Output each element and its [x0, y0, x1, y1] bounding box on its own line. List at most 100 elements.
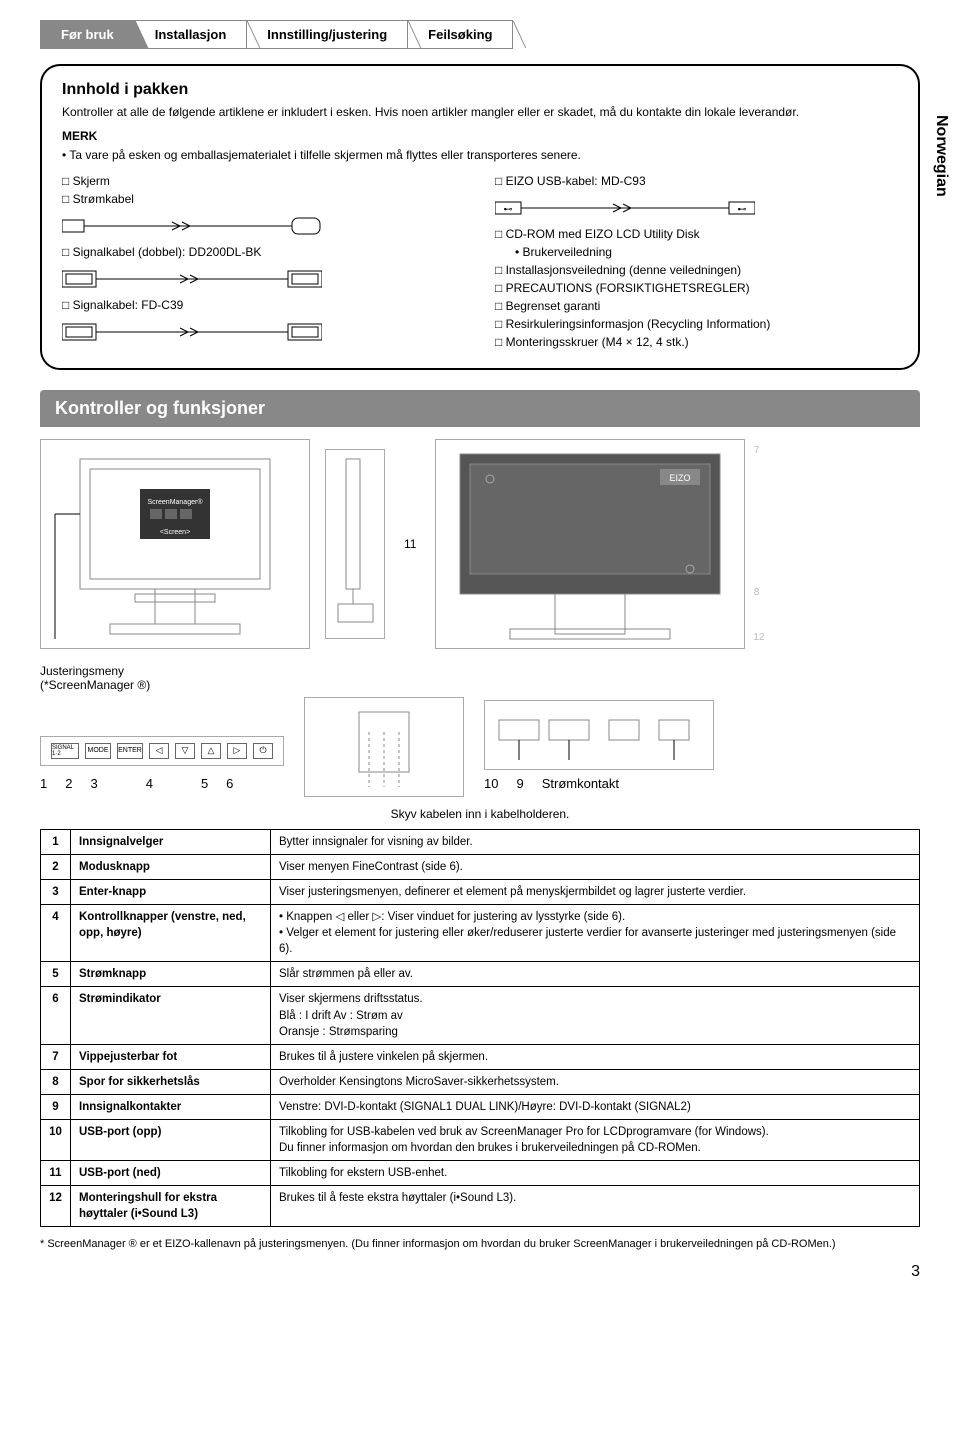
monitor-back-diagram: EIZO 7 8 12 — [435, 439, 745, 649]
item-cdrom: □ CD-ROM med EIZO LCD Utility Disk — [495, 227, 898, 241]
left-button[interactable]: ◁ — [149, 743, 169, 759]
row-num: 5 — [41, 962, 71, 987]
row-label: USB-port (opp) — [71, 1120, 271, 1161]
table-row: 8Spor for sikkerhetslåsOverholder Kensin… — [41, 1069, 920, 1094]
mode-button[interactable]: MODE — [85, 743, 111, 759]
row-num: 10 — [41, 1120, 71, 1161]
num-2: 2 — [65, 776, 72, 791]
adjustment-menu-label: Justeringsmeny (*ScreenManager ®) — [40, 664, 920, 692]
right-column: □ EIZO USB-kabel: MD-C93 ⊷⊷ □ CD-ROM med… — [495, 174, 898, 353]
callout-12: 12 — [753, 632, 764, 643]
tab-before-use[interactable]: Før bruk — [40, 20, 135, 49]
num-3: 3 — [90, 776, 97, 791]
callout-8: 8 — [754, 587, 760, 598]
down-button[interactable]: ▽ — [175, 743, 195, 759]
dvi-cable-icon — [62, 267, 322, 291]
row-desc: Viser menyen FineContrast (side 6). — [271, 854, 920, 879]
table-row: 5StrømknappSlår strømmen på eller av. — [41, 962, 920, 987]
row-desc: Bytter innsignaler for visning av bilder… — [271, 829, 920, 854]
num-6: 6 — [226, 776, 233, 791]
controls-table: 1InnsignalvelgerBytter innsignaler for v… — [40, 829, 920, 1228]
cable-holder-diagram — [304, 697, 464, 797]
button-numbers: 1 2 3 4 5 6 — [40, 776, 284, 791]
monitor-side-diagram — [325, 449, 385, 639]
tab-troubleshooting[interactable]: Feilsøking — [407, 20, 513, 49]
item-power-cable: □ Strømkabel — [62, 192, 465, 206]
svg-text:ScreenManager®: ScreenManager® — [148, 498, 204, 506]
footnote: * ScreenManager ® er et EIZO-kallenavn p… — [40, 1237, 920, 1252]
row-desc: Viser justeringsmenyen, definerer et ele… — [271, 879, 920, 904]
svg-text:EIZO: EIZO — [670, 473, 691, 483]
row-num: 7 — [41, 1044, 71, 1069]
row-num: 4 — [41, 905, 71, 962]
row-label: Innsignalkontakter — [71, 1094, 271, 1119]
up-button[interactable]: △ — [201, 743, 221, 759]
item-screws: □ Monteringsskruer (M4 × 12, 4 stk.) — [495, 335, 898, 349]
dvi-cable2-icon — [62, 320, 322, 344]
usb-cable-icon: ⊷⊷ — [495, 196, 755, 220]
row-label: Modusknapp — [71, 854, 271, 879]
row-num: 8 — [41, 1069, 71, 1094]
page-number: 3 — [40, 1263, 920, 1281]
row-num: 1 — [41, 829, 71, 854]
power-connector-label: Strømkontakt — [542, 776, 619, 791]
svg-text:<Screen>: <Screen> — [160, 529, 190, 536]
tab-installation[interactable]: Installasjon — [134, 20, 248, 49]
right-button[interactable]: ▷ — [227, 743, 247, 759]
power-button[interactable]: ⏻ — [253, 743, 273, 759]
row-label: USB-port (ned) — [71, 1161, 271, 1186]
row-desc: Tilkobling for USB-kabelen ved bruk av S… — [271, 1120, 920, 1161]
row-num: 12 — [41, 1186, 71, 1227]
monitor-front-diagram: ScreenManager® <Screen> — [40, 439, 310, 649]
row-num: 3 — [41, 879, 71, 904]
item-precautions: □ PRECAUTIONS (FORSIKTIGHETSREGLER) — [495, 281, 898, 295]
diagram-row: ScreenManager® <Screen> 11 EIZO 7 8 12 — [40, 439, 920, 649]
row-num: 2 — [41, 854, 71, 879]
merk-text: • Ta vare på esken og emballasjematerial… — [62, 148, 898, 164]
row-desc: Slår strømmen på eller av. — [271, 962, 920, 987]
row-label: Monteringshull for ekstra høyttaler (i•S… — [71, 1186, 271, 1227]
tab-adjustment[interactable]: Innstilling/justering — [246, 20, 408, 49]
row-label: Innsignalvelger — [71, 829, 271, 854]
row-label: Kontrollknapper (venstre, ned, opp, høyr… — [71, 905, 271, 962]
row-desc: Tilkobling for ekstern USB-enhet. — [271, 1161, 920, 1186]
item-signal-cable-1: □ Signalkabel (dobbel): DD200DL-BK — [62, 245, 465, 259]
item-signal-cable-2: □ Signalkabel: FD-C39 — [62, 298, 465, 312]
row-label: Spor for sikkerhetslås — [71, 1069, 271, 1094]
num-10: 10 — [484, 776, 498, 791]
table-row: 3Enter-knappViser justeringsmenyen, defi… — [41, 879, 920, 904]
connector-numbers: 10 9 Strømkontakt — [484, 776, 714, 791]
package-contents-box: Innhold i pakken Kontroller at alle de f… — [40, 64, 920, 370]
row-desc: Overholder Kensingtons MicroSaver-sikker… — [271, 1069, 920, 1094]
callout-7: 7 — [754, 445, 760, 456]
merk-label: MERK — [62, 129, 898, 145]
enter-button[interactable]: ENTER — [117, 743, 143, 759]
row-desc: Viser skjermens driftsstatus. Blå : I dr… — [271, 987, 920, 1044]
svg-text:⊷: ⊷ — [738, 204, 747, 214]
front-buttons: SIGNAL 1·2 MODE ENTER ◁ ▽ △ ▷ ⏻ — [40, 736, 284, 766]
item-user-guide: • Brukerveiledning — [495, 245, 898, 259]
table-row: 1InnsignalvelgerBytter innsignaler for v… — [41, 829, 920, 854]
table-row: 9InnsignalkontakterVenstre: DVI-D-kontak… — [41, 1094, 920, 1119]
row-label: Vippejusterbar fot — [71, 1044, 271, 1069]
box-intro: Kontroller at alle de følgende artiklene… — [62, 105, 898, 121]
row-desc: Brukes til å feste ekstra høyttaler (i•S… — [271, 1186, 920, 1227]
item-screen: □ Skjerm — [62, 174, 465, 188]
row-desc: Venstre: DVI-D-kontakt (SIGNAL1 DUAL LIN… — [271, 1094, 920, 1119]
table-row: 2ModusknappViser menyen FineContrast (si… — [41, 854, 920, 879]
left-column: □ Skjerm □ Strømkabel □ Signalkabel (dob… — [62, 174, 465, 353]
row-num: 11 — [41, 1161, 71, 1186]
svg-text:⊷: ⊷ — [504, 204, 513, 214]
callout-11: 11 — [404, 537, 416, 551]
num-9: 9 — [516, 776, 523, 791]
language-label: Norwegian — [932, 115, 950, 197]
table-row: 10USB-port (opp)Tilkobling for USB-kabel… — [41, 1120, 920, 1161]
row-num: 9 — [41, 1094, 71, 1119]
num-5: 5 — [201, 776, 208, 791]
item-install-guide: □ Installasjonsveiledning (denne veiledn… — [495, 263, 898, 277]
row-desc: • Knappen ◁ eller ▷: Viser vinduet for j… — [271, 905, 920, 962]
signal-button[interactable]: SIGNAL 1·2 — [51, 743, 79, 759]
connector-diagram — [484, 700, 714, 770]
row-num: 6 — [41, 987, 71, 1044]
nav-tabs: Før bruk Installasjon Innstilling/juster… — [40, 20, 920, 49]
